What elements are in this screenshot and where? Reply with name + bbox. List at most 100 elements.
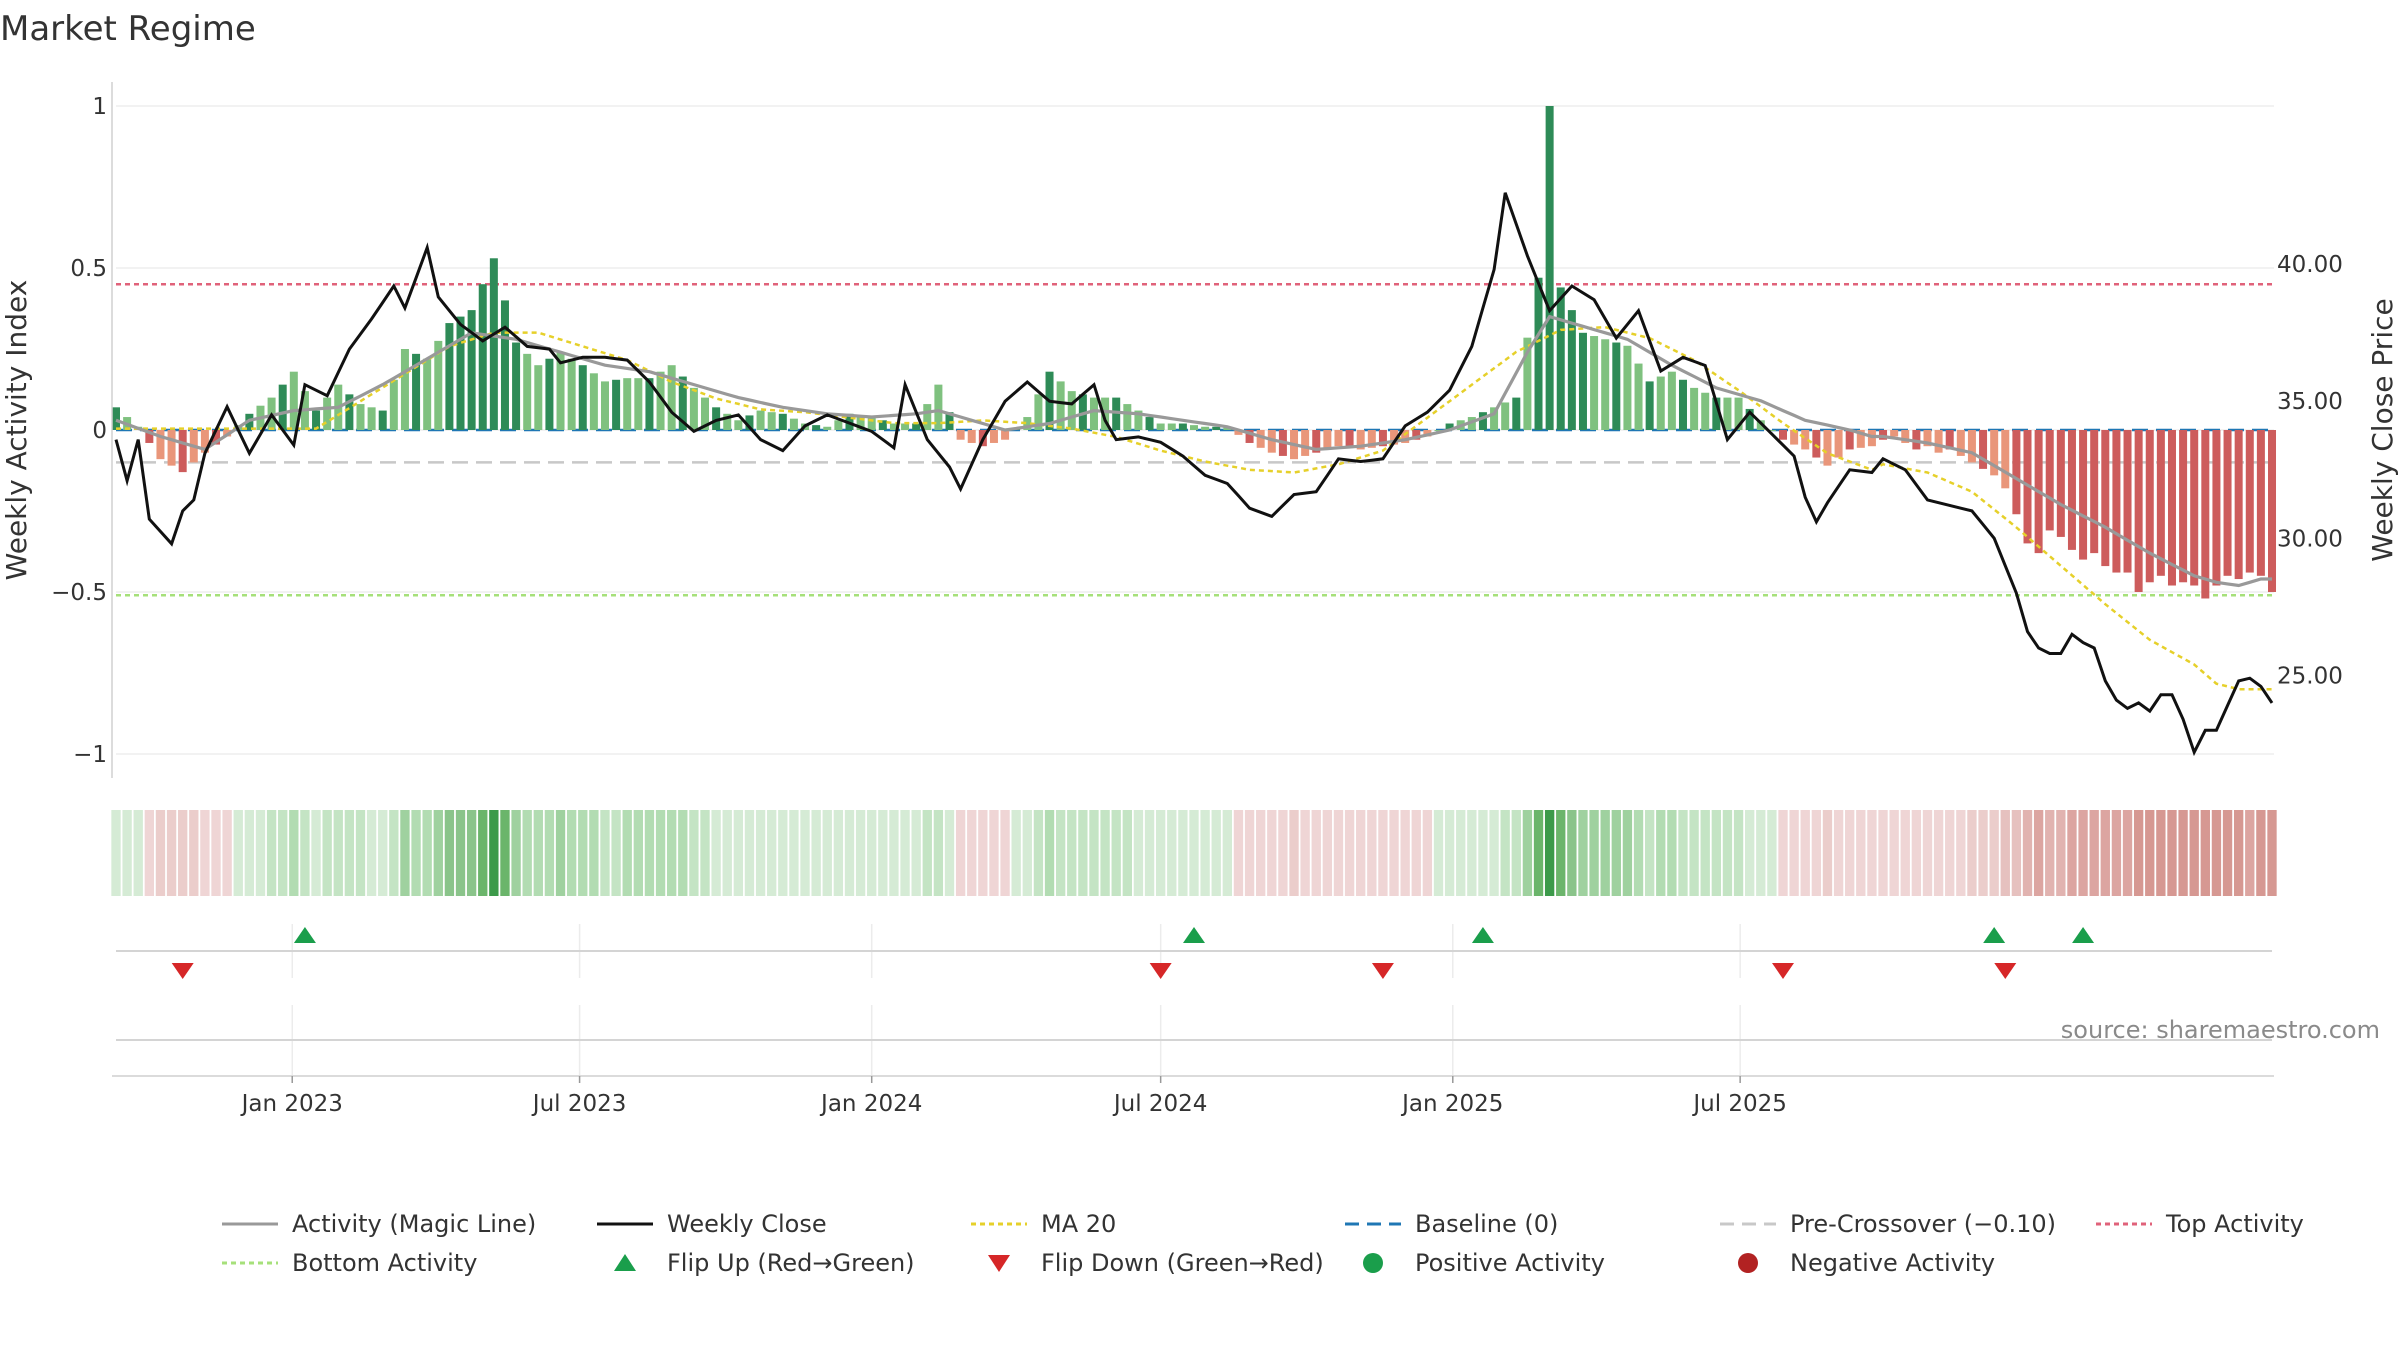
- activity-bar: [156, 430, 165, 460]
- activity-bar: [1367, 430, 1376, 448]
- regime-cell: [1956, 810, 1966, 896]
- regime-cell: [511, 810, 521, 896]
- activity-bar: [689, 387, 698, 430]
- regime-cell: [1644, 810, 1655, 896]
- y2-tick-label: 25.00: [2277, 663, 2343, 689]
- y2-tick-label: 40.00: [2277, 252, 2343, 278]
- regime-cell: [2222, 810, 2233, 896]
- regime-cell: [1967, 810, 1977, 896]
- regime-cell: [867, 810, 877, 896]
- regime-cell: [1100, 810, 1110, 896]
- regime-cell: [2267, 810, 2277, 896]
- regime-cell: [178, 810, 188, 896]
- regime-cell: [1845, 810, 1855, 896]
- regime-cell: [1178, 810, 1188, 896]
- activity-bar: [645, 378, 654, 430]
- flip-down-marker: [1371, 963, 1394, 979]
- regime-cell: [1922, 810, 1933, 896]
- regime-cell: [1778, 810, 1788, 896]
- activity-bar: [945, 412, 954, 430]
- regime-cell: [533, 810, 543, 896]
- regime-cell: [1589, 810, 1599, 896]
- regime-cell: [189, 810, 199, 896]
- regime-cell: [444, 810, 455, 896]
- regime-cell: [1433, 810, 1444, 896]
- regime-cell: [1189, 810, 1199, 896]
- activity-bar: [178, 430, 187, 473]
- regime-cell: [122, 810, 132, 896]
- regime-cell: [722, 810, 732, 896]
- regime-cell: [1656, 810, 1666, 896]
- regime-cell: [400, 810, 410, 896]
- regime-cell: [1856, 810, 1866, 896]
- activity-bar: [2056, 430, 2065, 537]
- series-lines: [114, 192, 2274, 757]
- x-axis: Jan 2023 Jul 2023 Jan 2024 Jul 2024 Jan 2025…: [112, 1005, 2274, 1117]
- regime-cell: [678, 810, 688, 896]
- x-tick-label: Jan 2023: [240, 1091, 343, 1117]
- regime-cell: [133, 810, 143, 896]
- legend-label: Flip Down (Green→Red): [1041, 1249, 1324, 1277]
- activity-bar: [1779, 430, 1788, 440]
- activity-bar: [523, 353, 532, 430]
- activity-bar: [867, 417, 876, 430]
- regime-cell: [1022, 810, 1032, 896]
- x-tick-label: Jul 2024: [1112, 1091, 1208, 1117]
- activity-bar: [389, 379, 398, 430]
- activity-bar: [1734, 397, 1743, 430]
- regime-strip: [111, 810, 2277, 896]
- x-tick-label: Jul 2025: [1691, 1091, 1787, 1117]
- regime-cell: [355, 810, 366, 896]
- legend-label: MA 20: [1041, 1210, 1116, 1238]
- regime-cell: [1700, 810, 1710, 896]
- activity-bar: [1478, 412, 1487, 430]
- regime-cell: [955, 810, 966, 896]
- activity-bar: [1412, 430, 1421, 440]
- activity-bar: [500, 300, 509, 430]
- activity-bar: [878, 420, 887, 430]
- activity-bar: [1901, 430, 1910, 443]
- activity-bar: [412, 353, 421, 430]
- regime-cell: [1522, 810, 1533, 896]
- regime-cell: [1711, 810, 1721, 896]
- legend-swatch: [614, 1254, 636, 1271]
- legend-label: Activity (Magic Line): [292, 1210, 536, 1238]
- activity-bar: [2245, 430, 2254, 573]
- regime-cell: [1055, 810, 1066, 896]
- activity-bar: [2212, 430, 2221, 586]
- legend-label: Baseline (0): [1415, 1210, 1558, 1238]
- activity-bar: [1623, 345, 1632, 430]
- activity-bar: [2201, 430, 2210, 599]
- regime-cell: [278, 810, 288, 896]
- activity-bar: [478, 284, 487, 430]
- x-tick-label: Jan 2025: [1400, 1091, 1503, 1117]
- regime-cell: [1222, 810, 1233, 896]
- flip-down-marker: [171, 963, 194, 979]
- regime-cell: [1756, 810, 1766, 896]
- activity-bar: [1767, 430, 1776, 431]
- activity-bar: [512, 342, 521, 430]
- activity-bar: [356, 404, 365, 430]
- activity-bar: [1879, 430, 1888, 440]
- regime-cell: [1600, 810, 1610, 896]
- regime-cell: [822, 810, 832, 896]
- legend-item: MA 20: [971, 1210, 1116, 1238]
- legend-label: Positive Activity: [1415, 1249, 1605, 1277]
- regime-cell: [933, 810, 944, 896]
- regime-cell: [1811, 810, 1822, 896]
- regime-cell: [322, 810, 332, 896]
- regime-cell: [1133, 810, 1144, 896]
- legend-item: Positive Activity: [1363, 1249, 1605, 1277]
- activity-bar: [1334, 430, 1343, 447]
- activity-bar: [1934, 430, 1943, 453]
- regime-cell: [667, 810, 677, 896]
- activity-bar: [1256, 430, 1265, 448]
- y-tick-label: 0.5: [70, 256, 107, 282]
- regime-cell: [2022, 810, 2033, 896]
- legend: Activity (Magic Line) Weekly Close MA 20 Ba…: [222, 1210, 2304, 1277]
- flip-up-marker: [2072, 927, 2095, 943]
- regime-cell: [1733, 810, 1744, 896]
- activity-bar: [1345, 430, 1354, 448]
- regime-cell: [2078, 810, 2088, 896]
- activity-bar: [1534, 277, 1543, 430]
